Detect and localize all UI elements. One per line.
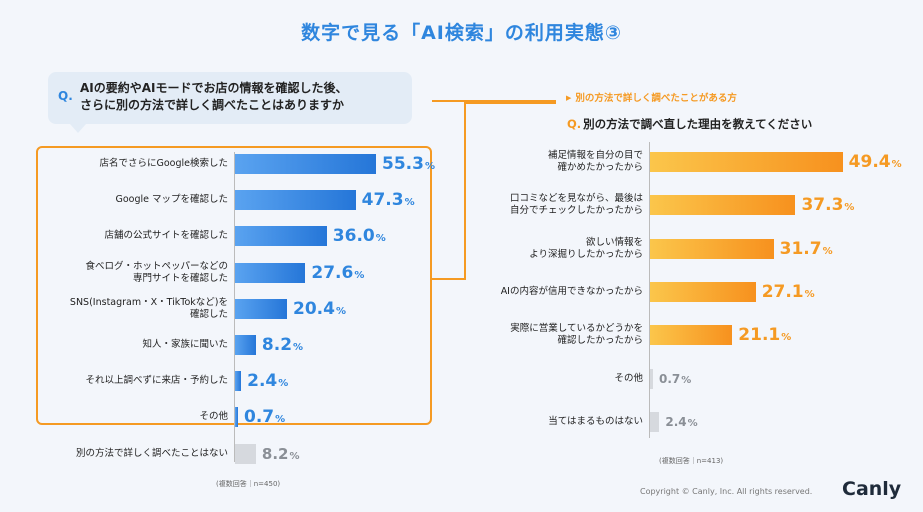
value-number: 49.4 — [848, 152, 891, 172]
value-unit: % — [822, 245, 833, 257]
value-label: 49.4% — [849, 152, 902, 175]
bar — [650, 238, 774, 259]
value-label: 8.2% — [262, 335, 303, 358]
value-unit: % — [354, 269, 365, 281]
page-title: 数字で見る「AI検索」の利用実態③ — [301, 22, 622, 44]
category-label: その他 — [614, 372, 643, 384]
category-label: AIの内容が信用できなかったから — [500, 285, 643, 297]
right-question: Q. 別の方法で調べ直した理由を教えてください — [567, 116, 812, 132]
value-unit: % — [275, 414, 286, 426]
bar — [235, 443, 256, 464]
category-label: Google マップを確認した — [115, 194, 228, 206]
bar — [235, 226, 327, 247]
copyright: Copyright © Canly, Inc. All rights reser… — [640, 487, 813, 496]
value-label: 37.3% — [801, 195, 854, 218]
category-label: 補足情報を自分の目で 確かめたかったから — [547, 150, 643, 173]
bar — [235, 407, 238, 428]
bar — [235, 298, 288, 319]
category-label: SNS(Instagram・X・TikTokなど)を 確認した — [69, 296, 228, 320]
value-label: 55.3% — [382, 154, 435, 177]
left-question-line1: AIの要約やAIモードでお店の情報を確認した後、 — [80, 81, 348, 95]
value-label: 36.0% — [333, 226, 386, 249]
value-number: 47.3 — [361, 190, 404, 211]
left-question-line2: さらに別の方法で詳しく調べたことはありますか — [80, 98, 345, 112]
category-label: それ以上調べずに来店・予約した — [85, 375, 228, 387]
connector-arrow-line — [466, 100, 556, 104]
value-unit: % — [844, 202, 855, 214]
left-note: (複数回答｜n=450) — [216, 480, 281, 488]
category-label: 別の方法で詳しく調べたことはない — [75, 447, 228, 459]
value-number: 8.2 — [261, 335, 293, 355]
value-label: 8.2% — [262, 444, 300, 467]
value-number: 31.7 — [779, 238, 822, 259]
value-unit: % — [804, 288, 815, 300]
value-number: 20.4 — [293, 298, 335, 319]
value-unit: % — [293, 342, 304, 353]
value-number: 55.3 — [382, 154, 424, 174]
value-unit: % — [681, 374, 692, 386]
axis-line — [234, 152, 235, 462]
value-number: 27.1 — [761, 281, 804, 302]
category-label: 店名でさらにGoogle検索した — [99, 158, 228, 169]
value-unit: % — [404, 197, 415, 209]
category-label: 当てはまるものはない — [548, 415, 643, 427]
value-number: 37.3 — [801, 195, 844, 216]
bar — [650, 152, 843, 172]
value-unit: % — [375, 233, 386, 245]
value-label: 2.4% — [247, 371, 288, 394]
value-number: 2.4 — [247, 371, 278, 392]
value-unit: % — [781, 332, 792, 344]
value-number: 36.0 — [332, 226, 375, 247]
value-label: 2.4% — [665, 412, 697, 434]
value-label: 27.6% — [311, 263, 364, 286]
value-label: 47.3% — [362, 190, 415, 213]
value-unit: % — [891, 159, 902, 170]
value-label: 20.4% — [293, 299, 346, 322]
value-number: 0.7 — [659, 371, 681, 386]
value-label: 27.1% — [762, 282, 815, 305]
value-number: 2.4 — [665, 414, 687, 429]
value-number: 0.7 — [244, 407, 275, 428]
value-unit: % — [278, 378, 289, 390]
bar — [650, 325, 733, 346]
value-unit: % — [289, 450, 300, 462]
category-label: 実際に営業しているかどうかを 確認したかったから — [510, 323, 643, 347]
right-question-text: 別の方法で調べ直した理由を教えてください — [583, 117, 813, 131]
bar — [235, 371, 242, 392]
category-label: 店舗の公式サイトを確認した — [104, 230, 228, 242]
value-number: 21.1 — [738, 325, 781, 346]
value-label: 0.7% — [659, 369, 691, 391]
bar — [235, 335, 256, 355]
value-label: 21.1% — [738, 325, 791, 348]
category-label: その他 — [199, 411, 228, 423]
category-label: 知人・家族に聞いた — [142, 339, 228, 350]
right-note: (複数回答｜n=413) — [659, 457, 724, 465]
question-mark: Q. — [567, 117, 582, 131]
value-label: 31.7% — [780, 239, 833, 262]
left-question-text: AIの要約やAIモードでお店の情報を確認した後、 さらに別の方法で詳しく調べたこ… — [80, 80, 410, 114]
bar — [650, 368, 653, 389]
brand-logo: Canly — [842, 478, 902, 500]
value-unit: % — [687, 417, 698, 429]
left-question-box: Q. AIの要約やAIモードでお店の情報を確認した後、 さらに別の方法で詳しく調… — [48, 72, 412, 133]
bar — [650, 281, 756, 302]
bar — [650, 411, 660, 432]
connector-line — [432, 100, 466, 280]
bar — [235, 190, 356, 211]
bar — [235, 154, 376, 174]
bar — [650, 195, 796, 216]
category-label: 口コミなどを見ながら、最後は 自分でチェックしたかったから — [509, 193, 643, 217]
value-unit: % — [335, 305, 346, 317]
right-subheading: 別の方法で詳しく調べたことがある方 — [566, 90, 737, 104]
question-mark: Q. — [58, 89, 73, 103]
axis-line — [649, 142, 650, 438]
category-label: 欲しい情報を より深掘りしたかったから — [529, 236, 643, 260]
value-label: 0.7% — [244, 407, 285, 430]
value-number: 8.2 — [261, 444, 289, 463]
bar — [235, 262, 306, 283]
category-label: 食べログ・ホットペッパーなどの 専門サイトを確認した — [85, 260, 228, 284]
value-number: 27.6 — [311, 262, 354, 283]
value-unit: % — [424, 161, 435, 172]
